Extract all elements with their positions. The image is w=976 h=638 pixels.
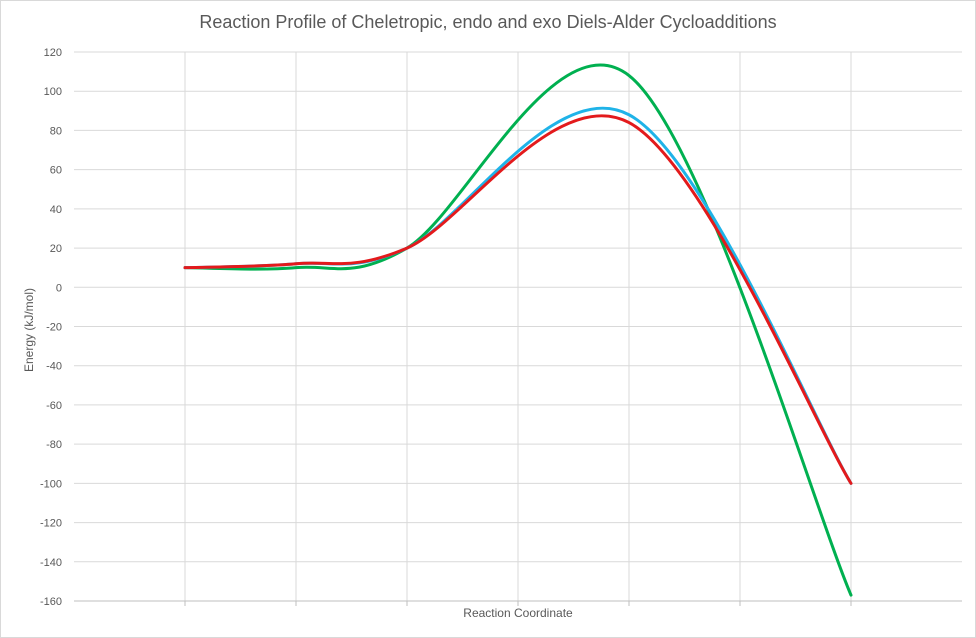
y-tick-label: -20 <box>46 322 62 334</box>
y-tick-label: 120 <box>44 47 62 59</box>
y-tick-label: -140 <box>40 557 62 569</box>
x-axis-label: Reaction Coordinate <box>463 606 573 620</box>
y-tick-label: -40 <box>46 361 62 373</box>
y-tick-label: 20 <box>50 243 62 255</box>
y-tick-label: -100 <box>40 478 62 490</box>
y-tick-label: -120 <box>40 518 62 530</box>
series-lines <box>183 63 853 597</box>
y-tick-labels: 120 100 80 60 40 20 0 -20 -40 -60 -80 -100 -120 -140 -… <box>40 47 62 608</box>
y-tick-label: 80 <box>50 125 62 137</box>
series-line-exo <box>183 114 853 485</box>
y-tick-label: -60 <box>46 400 62 412</box>
y-tick-label: 0 <box>56 282 62 294</box>
y-tick-label: -80 <box>46 439 62 451</box>
y-tick-label: -160 <box>40 596 62 608</box>
chart-title: Reaction Profile of Cheletropic, endo an… <box>199 12 777 32</box>
y-tick-label: 40 <box>50 204 62 216</box>
y-tick-label: 60 <box>50 165 62 177</box>
series-line-cheletropic <box>183 63 853 597</box>
y-tick-label: 100 <box>44 86 62 98</box>
gridlines <box>74 51 962 606</box>
